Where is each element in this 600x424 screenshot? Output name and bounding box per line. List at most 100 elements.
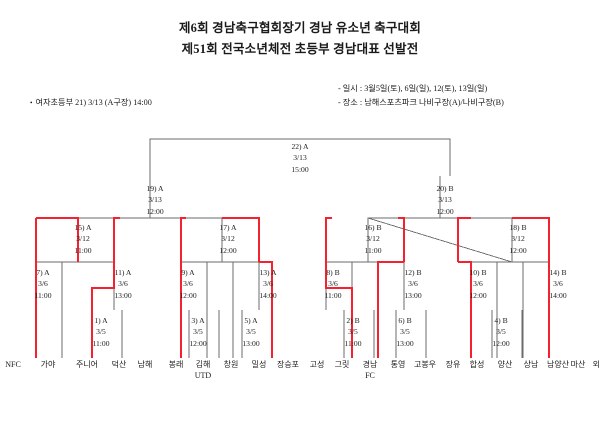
- match-node-m10[interactable]: 10) B 3/6 12:00: [455, 267, 501, 301]
- match-label: 14) B: [549, 268, 567, 277]
- team-label-t11[interactable]: 고성: [303, 360, 331, 371]
- page-title: 제6회 경남축구협회장기 경남 유소년 축구대회 제51회 전국소년체전 초등부…: [0, 18, 600, 60]
- match-date: 3/6: [183, 279, 193, 289]
- match-time: 12:00: [436, 206, 454, 216]
- match-node-m4[interactable]: 4) B 3/5 12:00: [478, 315, 524, 349]
- team-name: 합성: [469, 360, 485, 369]
- match-label: 20) B: [436, 184, 454, 193]
- match-label: 1) A: [94, 316, 108, 325]
- match-node-m22[interactable]: 22) A 3/13 15:00: [277, 141, 323, 175]
- team-label-t21[interactable]: 마산: [564, 360, 592, 371]
- match-node-m6[interactable]: 6) B 3/5 13:00: [382, 315, 428, 349]
- team-label-t16[interactable]: 장유: [439, 360, 467, 371]
- team-name: 양산: [497, 360, 513, 369]
- match-date: 3/5: [400, 327, 410, 337]
- team-name: 봉래: [168, 360, 184, 369]
- team-name: 마산: [570, 360, 586, 369]
- match-date: 3/6: [553, 279, 563, 289]
- team-name: 김해: [195, 360, 211, 369]
- match-node-m19[interactable]: 19) A 3/13 12:00: [132, 183, 178, 217]
- team-label-t8[interactable]: 창원: [217, 360, 245, 371]
- match-time: 12:00: [146, 206, 164, 216]
- match-date: 3/5: [193, 327, 203, 337]
- match-label: 13) A: [259, 268, 277, 277]
- match-node-m20[interactable]: 20) B 3/13 12:00: [422, 183, 468, 217]
- team-label-t5[interactable]: 남해: [131, 360, 159, 371]
- match-label: 11) A: [114, 268, 132, 277]
- match-time: 13:00: [242, 338, 260, 348]
- match-node-m5[interactable]: 5) A 3/5 13:00: [228, 315, 274, 349]
- match-time: 12:00: [189, 338, 207, 348]
- match-date: 3/5: [246, 327, 256, 337]
- match-node-m17[interactable]: 17) A 3/12 12:00: [205, 222, 251, 256]
- match-date: 3/13: [148, 195, 162, 205]
- match-node-m9[interactable]: 9) A 3/6 12:00: [165, 267, 211, 301]
- team-label-t19[interactable]: 상남: [517, 360, 545, 371]
- match-time: 15:00: [291, 164, 309, 174]
- match-label: 5) A: [244, 316, 258, 325]
- team-label-t17[interactable]: 합성: [463, 360, 491, 371]
- team-label-t13[interactable]: 경남 FC: [356, 360, 384, 381]
- team-label-t18[interactable]: 양산: [491, 360, 519, 371]
- match-node-m15[interactable]: 15) A 3/12 11:00: [60, 222, 106, 256]
- team-label-t4[interactable]: 덕산: [105, 360, 133, 371]
- team-label-t22[interactable]: 외동: [586, 360, 600, 371]
- team-label-t9[interactable]: 밀성: [245, 360, 273, 371]
- match-time: 13:00: [114, 290, 132, 300]
- match-date: 3/6: [118, 279, 128, 289]
- match-node-m8[interactable]: 8) B 3/6 11:00: [310, 267, 356, 301]
- match-node-m16[interactable]: 16) B 3/12 11:00: [350, 222, 396, 256]
- match-time: 12:00: [509, 245, 527, 255]
- title-line-1: 제6회 경남축구협회장기 경남 유소년 축구대회: [178, 21, 422, 35]
- match-node-m11[interactable]: 11) A 3/6 13:00: [100, 267, 146, 301]
- match-label: 16) B: [364, 223, 382, 232]
- team-name: 경남: [362, 360, 378, 369]
- team-label-t3[interactable]: 주니어: [73, 360, 101, 371]
- match-node-m7[interactable]: 7) A 3/6 11:00: [20, 267, 66, 301]
- match-date: 3/5: [496, 327, 506, 337]
- team-name: 남해: [137, 360, 153, 369]
- team-label-t2[interactable]: 가야: [34, 360, 62, 371]
- match-time: 11:00: [364, 245, 382, 255]
- team-label-t7[interactable]: 김해 UTD: [189, 360, 217, 381]
- match-node-m13[interactable]: 13) A 3/6 14:00: [245, 267, 291, 301]
- match-label: 3) A: [191, 316, 205, 325]
- team-label-t12[interactable]: 그릿: [328, 360, 356, 371]
- match-date: 3/12: [366, 234, 380, 244]
- match-node-m1[interactable]: 1) A 3/5 11:00: [78, 315, 124, 349]
- team-name: 장승포: [276, 360, 300, 369]
- match-time: 14:00: [549, 290, 567, 300]
- team-name-line2: FC: [365, 370, 375, 380]
- team-name-line2: UTD: [194, 370, 212, 380]
- match-label: 18) B: [509, 223, 527, 232]
- match-date: 3/6: [473, 279, 483, 289]
- match-node-m18[interactable]: 18) B 3/12 12:00: [495, 222, 541, 256]
- match-node-m14[interactable]: 14) B 3/6 14:00: [535, 267, 581, 301]
- match-time: 11:00: [34, 290, 52, 300]
- match-time: 11:00: [74, 245, 92, 255]
- team-label-t20[interactable]: 남양산: [544, 360, 572, 371]
- team-name: NFC: [5, 360, 21, 369]
- match-date: 3/5: [96, 327, 106, 337]
- match-label: 10) B: [469, 268, 487, 277]
- team-label-t1[interactable]: NFC: [0, 360, 27, 371]
- womens-division-text: 여자초등부 21) 3/13 (A구장) 14:00: [35, 98, 152, 107]
- team-label-t6[interactable]: 봉래: [162, 360, 190, 371]
- team-name: 통영: [390, 360, 406, 369]
- match-time: 12:00: [469, 290, 487, 300]
- team-label-t15[interactable]: 고봉우: [411, 360, 439, 371]
- match-label: 6) B: [398, 316, 412, 325]
- team-label-t10[interactable]: 장승포: [274, 360, 302, 371]
- team-name: 남양산: [546, 360, 570, 369]
- match-date: 3/12: [76, 234, 90, 244]
- match-label: 2) B: [346, 316, 360, 325]
- match-node-m12[interactable]: 12) B 3/6 13:00: [390, 267, 436, 301]
- match-node-m2[interactable]: 2) B 3/5 11:00: [330, 315, 376, 349]
- match-date: 3/6: [38, 279, 48, 289]
- match-time: 13:00: [404, 290, 422, 300]
- team-label-t14[interactable]: 통영: [384, 360, 412, 371]
- match-date: 3/12: [511, 234, 525, 244]
- match-label: 19) A: [146, 184, 164, 193]
- match-node-m3[interactable]: 3) A 3/5 12:00: [175, 315, 221, 349]
